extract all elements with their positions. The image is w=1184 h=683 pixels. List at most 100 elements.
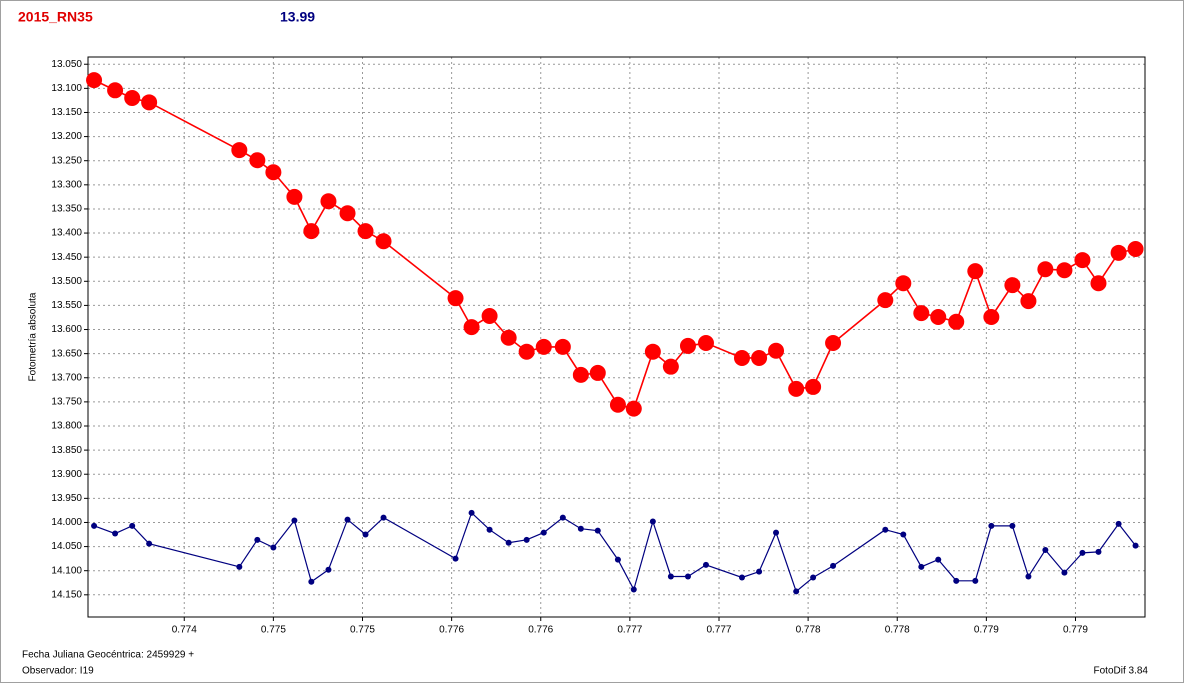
data-point — [339, 205, 356, 222]
chart-title: 2015_RN35 — [18, 9, 93, 25]
y-tick-label: 13.600 — [51, 324, 82, 335]
data-point — [768, 342, 785, 359]
data-point — [362, 531, 369, 538]
data-point — [1004, 277, 1021, 294]
y-tick-label: 13.250 — [51, 155, 82, 166]
y-tick-label: 14.000 — [51, 517, 82, 528]
data-point — [129, 522, 136, 529]
y-tick-label: 13.100 — [51, 83, 82, 94]
data-point — [320, 193, 337, 210]
data-point — [231, 142, 248, 159]
data-point — [1090, 275, 1107, 292]
data-point — [124, 89, 141, 106]
data-point — [146, 540, 153, 547]
data-point — [614, 556, 621, 563]
y-tick-label: 13.150 — [51, 107, 82, 118]
y-tick-label: 13.050 — [51, 59, 82, 70]
data-point — [254, 536, 261, 543]
data-point — [141, 94, 158, 111]
data-point — [265, 164, 282, 181]
data-point — [86, 72, 103, 89]
x-tick-label: 0.775 — [261, 625, 286, 636]
x-tick-label: 0.777 — [706, 625, 731, 636]
data-point — [481, 308, 498, 325]
data-point — [594, 527, 601, 534]
data-point — [972, 577, 979, 584]
data-point — [523, 536, 530, 543]
y-tick-label: 13.200 — [51, 131, 82, 142]
data-point — [649, 518, 656, 525]
data-point — [112, 530, 119, 537]
data-point — [733, 349, 750, 366]
y-tick-label: 13.950 — [51, 493, 82, 504]
data-point — [935, 556, 942, 563]
data-point — [303, 223, 320, 240]
data-point — [357, 223, 374, 240]
x-tick-label: 0.774 — [172, 625, 197, 636]
data-point — [518, 343, 535, 360]
y-tick-label: 13.500 — [51, 276, 82, 287]
data-point — [895, 275, 912, 292]
data-point — [577, 525, 584, 532]
data-point — [1009, 522, 1016, 529]
data-point — [589, 364, 606, 381]
data-point — [91, 522, 98, 529]
x-tick-label: 0.776 — [439, 625, 464, 636]
data-point — [1042, 546, 1049, 553]
data-point — [463, 319, 480, 336]
data-point — [1127, 240, 1144, 257]
x-tick-label: 0.775 — [350, 625, 375, 636]
data-point — [918, 563, 925, 570]
data-point — [554, 338, 571, 355]
data-point — [625, 400, 642, 417]
data-point — [1037, 261, 1054, 278]
chart-subtitle: 13.99 — [280, 9, 315, 25]
data-point — [810, 574, 817, 581]
data-point — [1056, 262, 1073, 279]
data-point — [344, 516, 351, 523]
y-tick-label: 13.750 — [51, 397, 82, 408]
data-point — [882, 526, 889, 533]
data-point — [452, 555, 459, 562]
data-point — [107, 82, 124, 99]
data-point — [900, 531, 907, 538]
data-point — [1020, 293, 1037, 310]
data-point — [930, 308, 947, 325]
data-point — [667, 573, 674, 580]
data-point — [751, 349, 768, 366]
x-axis-label: Fecha Juliana Geocéntrica: 2459929 + — [22, 650, 194, 661]
data-point — [1132, 542, 1139, 549]
data-point — [684, 573, 691, 580]
data-point — [697, 335, 714, 352]
data-point — [679, 337, 696, 354]
x-tick-label: 0.776 — [528, 625, 553, 636]
y-tick-label: 13.650 — [51, 348, 82, 359]
data-point — [236, 563, 243, 570]
data-point — [468, 509, 475, 516]
data-point — [773, 529, 780, 536]
data-point — [375, 233, 392, 250]
data-point — [286, 188, 303, 205]
data-point — [486, 526, 493, 533]
data-point — [756, 568, 763, 575]
data-point — [913, 305, 930, 322]
y-tick-label: 14.150 — [51, 589, 82, 600]
data-point — [702, 561, 709, 568]
x-tick-label: 0.779 — [1063, 625, 1088, 636]
y-tick-label: 13.300 — [51, 179, 82, 190]
y-tick-label: 13.900 — [51, 469, 82, 480]
y-tick-label: 13.550 — [51, 300, 82, 311]
data-point — [325, 566, 332, 573]
y-tick-label: 13.850 — [51, 445, 82, 456]
x-tick-label: 0.779 — [974, 625, 999, 636]
data-point — [788, 380, 805, 397]
data-point — [825, 335, 842, 352]
data-point — [572, 366, 589, 383]
data-point — [738, 574, 745, 581]
plot-border — [87, 56, 1146, 618]
data-point — [1095, 548, 1102, 555]
data-point — [505, 539, 512, 546]
data-point — [1061, 569, 1068, 576]
data-point — [447, 290, 464, 307]
